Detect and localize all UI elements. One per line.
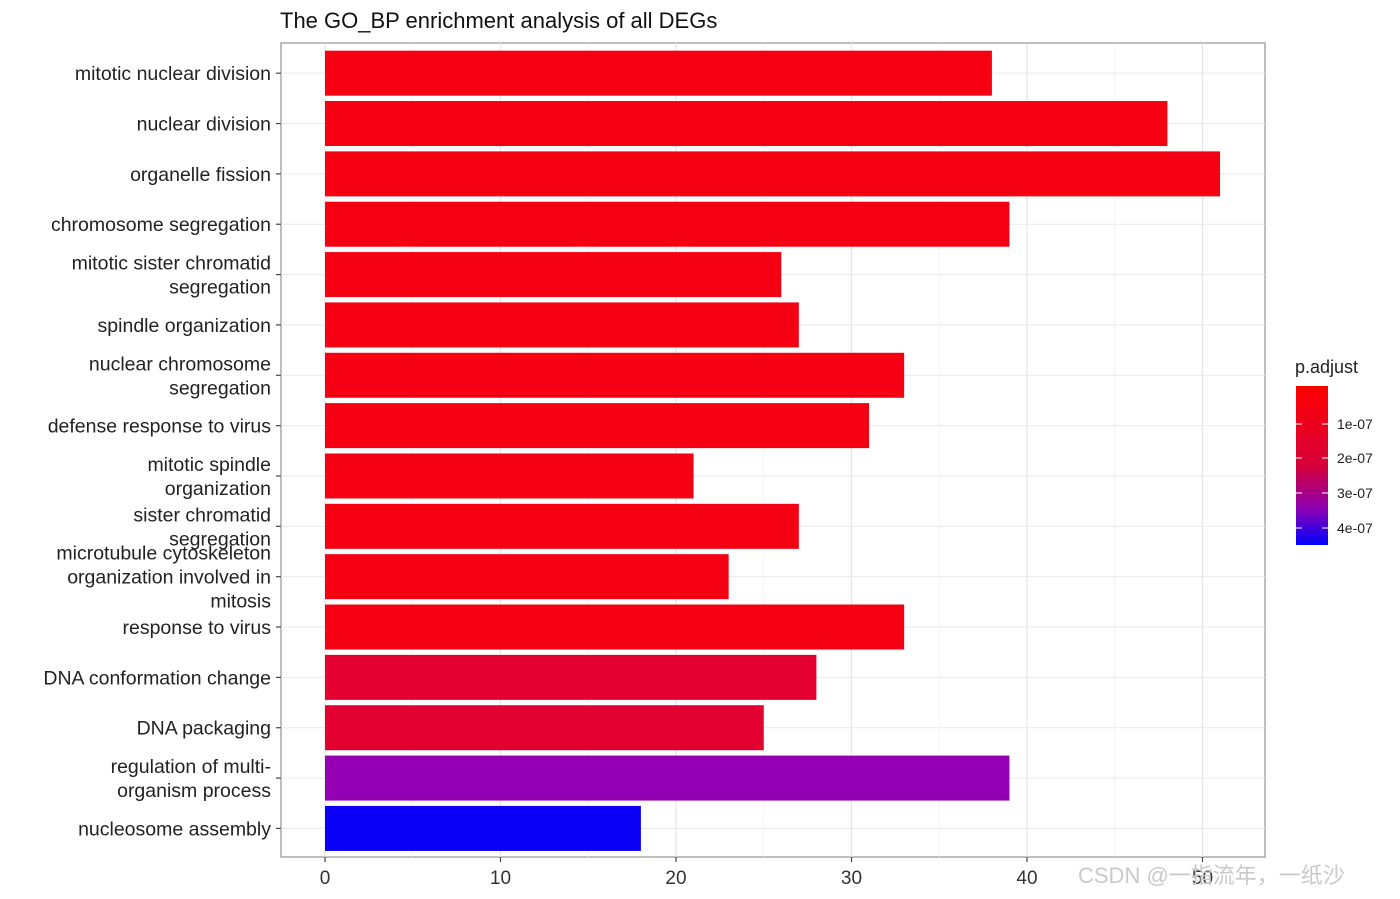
legend-tick-label: 3e-07 <box>1337 485 1373 501</box>
y-tick-label: mitotic spindle organization <box>147 454 271 500</box>
legend-title: p.adjust <box>1295 357 1358 377</box>
bar <box>325 755 1010 801</box>
bar <box>325 604 905 650</box>
bar <box>325 554 729 600</box>
y-tick-label: nucleosome assembly <box>78 818 271 840</box>
y-tick-label: regulation of multi-organism process <box>111 756 272 802</box>
bar <box>325 403 870 449</box>
bar <box>325 252 782 298</box>
legend-colorbar <box>1296 386 1328 545</box>
x-axis-ticks: 0 10 20 30 40 50 <box>320 857 1213 889</box>
bar <box>325 705 764 751</box>
bars <box>325 50 1221 851</box>
bar <box>325 654 817 700</box>
legend-ticks: 1e-07 2e-07 3e-07 4e-07 <box>1296 416 1373 536</box>
y-tick-label: organelle fission <box>130 164 271 186</box>
bar <box>325 453 694 499</box>
x-tick-label: 20 <box>665 868 686 889</box>
y-axis-labels: mitotic nuclear division nuclear division… <box>43 63 281 840</box>
x-tick-label: 10 <box>490 868 511 889</box>
y-tick-label: response to virus <box>123 617 272 639</box>
y-tick-label: mitotic sister chromatid segregation <box>72 253 271 299</box>
watermark: CSDN @一指流年，一纸沙 <box>1078 863 1345 888</box>
y-tick-label: microtubule cytoskeleton organization inv… <box>56 543 271 613</box>
x-tick-label: 40 <box>1016 868 1037 889</box>
legend-tick-label: 2e-07 <box>1337 450 1373 466</box>
bar <box>325 302 799 348</box>
x-tick-label: 30 <box>841 868 862 889</box>
x-tick-label: 50 <box>1192 868 1213 889</box>
bar <box>325 101 1168 147</box>
y-tick-label: defense response to virus <box>48 416 272 438</box>
y-tick-label: mitotic nuclear division <box>75 63 271 85</box>
legend-tick-label: 1e-07 <box>1337 416 1373 432</box>
y-tick-label: chromosome segregation <box>51 214 271 236</box>
bar <box>325 503 799 549</box>
y-tick-label: spindle organization <box>98 315 271 337</box>
legend-tick-label: 4e-07 <box>1337 520 1373 536</box>
bar <box>325 201 1010 247</box>
bar <box>325 50 992 96</box>
x-tick-label: 0 <box>320 868 331 889</box>
y-tick-label: DNA packaging <box>137 718 271 740</box>
color-legend: p.adjust 1e-07 2e-07 3e-07 4e-07 <box>1295 357 1373 545</box>
y-tick-label: DNA conformation change <box>43 667 271 689</box>
bar <box>325 151 1221 197</box>
y-tick-label: nuclear chromosome segregation <box>89 353 271 399</box>
bar <box>325 352 905 398</box>
chart-title: The GO_BP enrichment analysis of all DEG… <box>280 8 717 33</box>
bar <box>325 805 641 851</box>
y-tick-label: sister chromatid segregation <box>133 504 271 550</box>
y-tick-label: nuclear division <box>137 114 271 136</box>
